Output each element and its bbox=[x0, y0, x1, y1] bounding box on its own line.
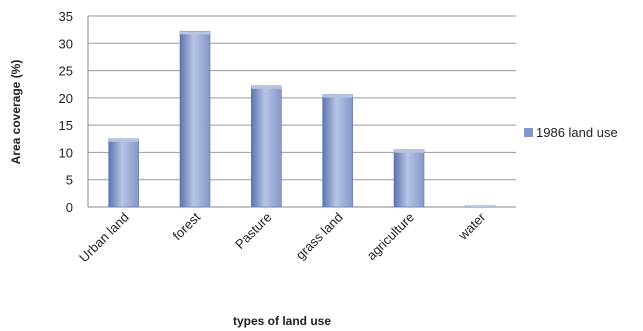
gridlines bbox=[87, 15, 516, 208]
y-tick-labels: 0 5 10 15 20 25 30 35 bbox=[59, 9, 73, 215]
y-tick-label: 15 bbox=[59, 118, 73, 133]
y-tick-label: 5 bbox=[66, 173, 73, 188]
bar bbox=[251, 85, 282, 208]
x-tick-label: Urban land bbox=[76, 210, 132, 266]
bars bbox=[108, 30, 496, 208]
bar bbox=[179, 30, 211, 208]
x-tick-label: agriculture bbox=[364, 210, 418, 264]
x-tick-label: forest bbox=[170, 209, 204, 243]
y-axis-title: Area coverage (%) bbox=[9, 60, 23, 165]
x-tick-label: water bbox=[455, 209, 489, 243]
x-tick-labels: Urban land forest Pasture grass land agricul… bbox=[76, 209, 489, 265]
legend-label: 1986 land use bbox=[536, 125, 618, 140]
legend: 1986 land use bbox=[524, 125, 618, 140]
y-tick-label: 20 bbox=[59, 91, 73, 106]
bar-cap bbox=[394, 149, 424, 153]
bar-cap bbox=[465, 205, 496, 207]
y-tick-label: 35 bbox=[59, 9, 73, 24]
y-tick-label: 10 bbox=[59, 145, 73, 160]
bar-cap bbox=[108, 138, 139, 142]
y-tick-label: 25 bbox=[59, 64, 73, 79]
y-tick-label: 0 bbox=[66, 200, 73, 215]
y-tick-label: 30 bbox=[59, 36, 73, 51]
bar bbox=[393, 149, 425, 208]
bar-cap bbox=[180, 31, 210, 35]
x-tick-label: Pasture bbox=[232, 210, 274, 252]
bar-cap bbox=[322, 94, 353, 98]
bar bbox=[108, 138, 139, 208]
x-axis-title: types of land use bbox=[233, 314, 331, 328]
bar-cap bbox=[251, 85, 282, 89]
x-tick-label: grass land bbox=[293, 210, 346, 263]
bar bbox=[322, 94, 353, 208]
legend-swatch bbox=[524, 128, 533, 137]
